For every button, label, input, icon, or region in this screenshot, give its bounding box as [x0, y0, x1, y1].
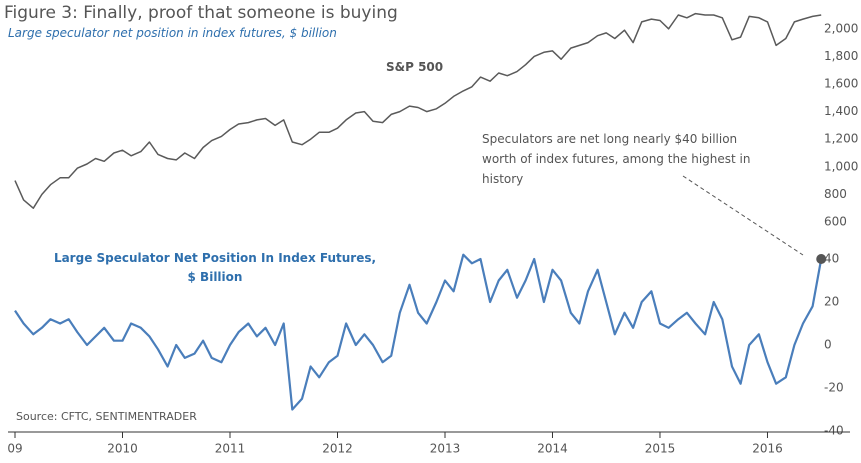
x-tick-label: 2013: [430, 442, 461, 456]
y-tick-label: 1,800: [824, 49, 858, 63]
x-tick-label: 2012: [322, 442, 353, 456]
x-tick-label: 2010: [107, 442, 138, 456]
y-tick-label: 800: [824, 187, 847, 201]
y-tick-label: 0: [824, 338, 832, 352]
series-label: Large Speculator Net Position In Index F…: [53, 251, 377, 284]
y-tick-label: -40: [824, 424, 844, 438]
y-tick-label: 1,600: [824, 77, 858, 91]
chart-subtitle: Large speculator net position in index f…: [8, 26, 337, 40]
y-tick-label: -20: [824, 381, 844, 395]
y-tick-label: 1,400: [824, 104, 858, 118]
chart-title: Figure 3: Finally, proof that someone is…: [4, 3, 398, 23]
y-tick-label: 2,000: [824, 21, 858, 35]
x-tick-label: 09: [7, 442, 22, 456]
series-label: S&P 500: [386, 60, 444, 74]
y-tick-label: 600: [824, 215, 847, 229]
source: Source: CFTC, SENTIMENTRADER: [16, 410, 197, 423]
highlight-dot: [816, 254, 827, 264]
y-tick-label: 1,000: [824, 159, 858, 173]
series-line: [14, 12, 822, 209]
y-tick-label: 1,200: [824, 132, 858, 146]
annotation-arrow: [682, 175, 804, 256]
x-tick-label: 2011: [215, 442, 246, 456]
y-tick-label: 20: [824, 295, 839, 309]
annotation: Speculators are net long nearly $40 bill…: [482, 132, 751, 186]
y-tick-label: 40: [824, 252, 839, 266]
x-tick-label: 2016: [752, 442, 783, 456]
x-tick-label: 2015: [645, 442, 676, 456]
series-line: [14, 253, 823, 411]
x-tick-label: 2014: [537, 442, 568, 456]
